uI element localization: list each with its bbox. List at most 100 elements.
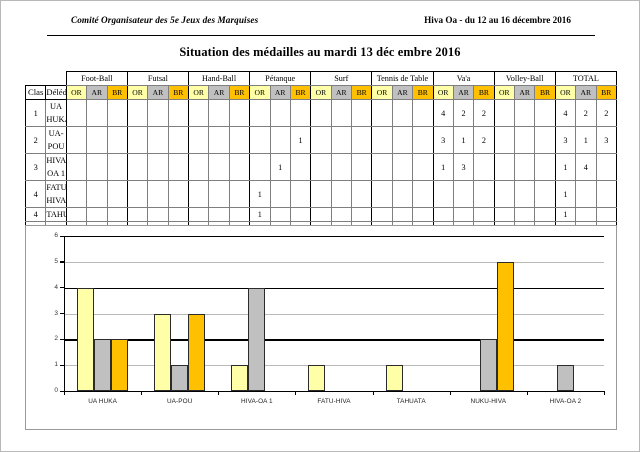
chart-bars-layer [64, 236, 604, 391]
chart-gridline [64, 261, 604, 263]
cell-medal-count [147, 207, 169, 222]
chart-x-tick-mark [526, 391, 528, 395]
medals-table-head: Foot-Ball Futsal Hand-Ball Pétanque Surf Tenn… [24, 71, 618, 100]
cell-medal-count [167, 153, 190, 181]
chart-bar-or [231, 365, 249, 391]
cell-medal-count [86, 180, 108, 208]
cell-medal-count: 3 [432, 126, 454, 154]
cell-medal-count [228, 180, 251, 208]
cell-medal-count [106, 207, 128, 222]
cell-medal-count [432, 207, 454, 222]
cell-medal-count: 4 [575, 153, 597, 181]
chart-y-tick-label: 2 [54, 335, 58, 343]
chart-y-tick-label: 1 [54, 361, 58, 369]
cell-medal-count [86, 126, 108, 154]
cell-medal-count [167, 207, 190, 222]
cell-rank: 4 [24, 207, 47, 222]
cell-medal-count [412, 207, 434, 222]
cell-medal-count [534, 99, 556, 127]
medal-column-header-or: OR [187, 85, 210, 100]
cell-medal-count [595, 180, 617, 208]
cell-medal-count [371, 180, 393, 208]
running-header: Comité Organisateur des 5e Jeux des Marq… [47, 15, 595, 36]
cell-rank: 4 [24, 180, 47, 208]
cell-medal-count [310, 99, 332, 127]
cell-medal-count [473, 180, 495, 208]
cell-medal-count [412, 153, 434, 181]
cell-medal-count [228, 153, 251, 181]
cell-medal-count: 2 [595, 99, 617, 127]
cell-medal-count [269, 99, 291, 127]
cell-medal-count [391, 180, 414, 208]
cell-medal-count [187, 99, 210, 127]
cell-medal-count [412, 180, 434, 208]
table-row: 1UA HUKA422422 [24, 99, 617, 127]
cell-medal-count [208, 99, 230, 127]
cell-medal-count [106, 153, 128, 181]
chart-bar-ar [479, 339, 497, 391]
medal-column-header-ar: AR [513, 85, 536, 100]
cell-medal-count [65, 99, 88, 127]
cell-medal-count [147, 126, 169, 154]
cell-medal-count [269, 207, 291, 222]
cell-rank: 2 [24, 126, 47, 154]
cell-medal-count [126, 99, 149, 127]
cell-medal-count [208, 207, 230, 222]
cell-medal-count [147, 153, 169, 181]
cell-medal-count [350, 99, 373, 127]
table-row: 2 UA-POU 1 3 1 2 3 1 3 [24, 126, 617, 154]
column-header-clas: Clas [24, 85, 47, 100]
cell-medal-count [391, 207, 414, 222]
cell-rank: 1 [24, 99, 47, 127]
chart-x-tick-mark [218, 391, 220, 395]
cell-medal-count [126, 180, 149, 208]
cell-medal-count: 1 [269, 153, 291, 181]
chart-x-tick-mark [372, 391, 374, 395]
sport-group-header: Hand-Ball [187, 71, 251, 86]
chart-y-tick-mark [60, 364, 64, 366]
cell-medal-count [330, 180, 353, 208]
medal-column-header-ar: AR [391, 85, 414, 100]
cell-medal-count [493, 126, 516, 154]
chart-x-tick-mark [449, 391, 451, 395]
cell-delegation: HIVA-OA 1 [45, 153, 67, 181]
cell-medal-count [534, 180, 556, 208]
cell-medal-count [493, 207, 516, 222]
chart-gridline [64, 339, 604, 341]
medal-column-header-or: OR [126, 85, 149, 100]
chart-bar-group [373, 236, 450, 391]
chart-x-tick-label: HIVA-OA 1 [241, 398, 273, 405]
cell-medal-count: 1 [432, 153, 454, 181]
cell-medal-count [126, 126, 149, 154]
chart-y-tick-mark [60, 287, 64, 289]
medal-header-row: Clas Délédation ORARBRORARBRORARBRORARBR… [24, 85, 617, 100]
chart-x-tick-mark [64, 391, 65, 395]
cell-medal-count [65, 180, 88, 208]
cell-medal-count: 2 [452, 99, 475, 127]
chart-bar-br [496, 261, 514, 391]
cell-medal-count [350, 180, 373, 208]
cell-medal-count [371, 153, 393, 181]
chart-x-tick-mark [604, 391, 605, 395]
cell-medal-count [269, 180, 291, 208]
chart-y-tick-mark [60, 338, 64, 341]
chart-x-axis [64, 391, 604, 393]
cell-medal-count [310, 126, 332, 154]
sport-group-header: Surf [310, 71, 373, 86]
cell-medal-count: 2 [473, 99, 495, 127]
medal-column-header-ar: AR [575, 85, 597, 100]
cell-medal-count [371, 207, 393, 222]
corner-blank-delegation [46, 72, 66, 86]
cell-medal-count [534, 207, 556, 222]
medal-column-header-br: BR [473, 85, 495, 100]
chart-y-axis [64, 236, 66, 391]
chart-bar-or [308, 365, 326, 391]
cell-delegation: UA-POU [45, 126, 67, 154]
cell-medal-count [167, 180, 190, 208]
sport-group-header: TOTAL [554, 71, 618, 86]
table-row: 4TAHUATA 1 1 [24, 207, 617, 222]
medal-column-header-br: BR [350, 85, 373, 100]
cell-medal-count [65, 126, 88, 154]
